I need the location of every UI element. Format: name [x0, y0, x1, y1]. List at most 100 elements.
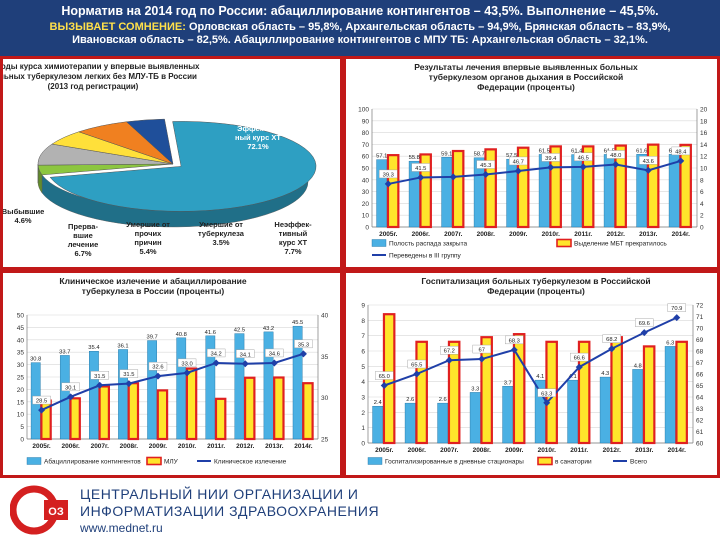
line-value-label: 39.3: [383, 172, 394, 178]
line-label-box: [509, 156, 528, 166]
y-tick-label: 80: [362, 130, 370, 137]
y2-tick-label: 25: [321, 437, 329, 444]
bar-value-label: 2.6: [439, 397, 447, 403]
legend-label: Полость распада закрыта: [389, 241, 468, 248]
line-value-label: 31.5: [123, 372, 134, 378]
line-value-label: 41.5: [415, 166, 426, 172]
bar-series-2: [581, 145, 595, 229]
bar-value-label: 4.3: [601, 371, 609, 377]
treatment-results-chart: Результаты лечения впервые выявленных бо…: [358, 62, 707, 260]
y-tick-label: 9: [361, 303, 365, 310]
x-tick-label: 2009г.: [505, 447, 524, 454]
pie-label: ный курс ХТ: [235, 133, 281, 142]
bar-series-1: [372, 405, 384, 444]
x-tick-label: 2007г.: [444, 231, 463, 238]
chart-title-line: туберкулеза в России (проценты): [82, 286, 225, 296]
line-value-label: 46.7: [513, 159, 524, 165]
line-point: [154, 372, 162, 380]
bar-value-label: 39.7: [146, 335, 157, 341]
hospitalization-chart: Госпитализация больных туберкулезом в Ро…: [361, 276, 704, 466]
bar-series-2: [577, 340, 591, 445]
bar-value-label: 43.2: [263, 326, 274, 332]
line-point: [96, 381, 104, 389]
line-label-box: [635, 318, 654, 327]
legend-swatch: [537, 456, 553, 466]
chart-title-line: туберкулезом органов дыхания в Российско…: [429, 72, 624, 82]
y-tick-label: 0: [365, 225, 369, 232]
bar-series-1: [205, 335, 216, 440]
bar-series-2: [516, 146, 530, 229]
legend-label: Переведены в III группу: [389, 253, 462, 260]
legend-swatch: [146, 456, 162, 466]
bar-value-label: 40.8: [176, 332, 187, 338]
bar-series-1: [506, 158, 518, 228]
x-tick-label: 2010г.: [538, 447, 557, 454]
line-point: [241, 360, 249, 368]
pie-value: 7.7%: [284, 247, 301, 256]
legend-label: в санатории: [555, 459, 592, 466]
bar-series-1: [404, 402, 416, 444]
line-value-label: 70.9: [671, 306, 682, 312]
x-tick-label: 2006г.: [61, 443, 80, 450]
hospitalization-panel: Госпитализация больных туберкулезом в Ро…: [343, 270, 720, 478]
line-value-label: 34.1: [240, 352, 251, 358]
bar-series-2: [127, 382, 140, 441]
x-tick-label: 2011г.: [574, 231, 592, 238]
y2-tick-label: 69: [696, 337, 704, 344]
y-tick-label: 15: [17, 399, 25, 406]
y-tick-label: 60: [362, 154, 370, 161]
bar-series-1: [176, 337, 187, 440]
y2-tick-label: 2: [700, 213, 704, 220]
bar-series-2: [69, 397, 81, 441]
line-point: [478, 355, 486, 363]
line-label-box: [570, 352, 589, 362]
y-tick-label: 7: [361, 333, 365, 340]
bar-series-2: [679, 143, 692, 229]
y2-tick-label: 4: [700, 201, 704, 208]
legend-label: Госпитализированные в дневные стационары: [385, 459, 524, 466]
pie-slice: [49, 121, 317, 212]
pie-label: лечение: [68, 240, 99, 249]
y-tick-label: 3: [361, 395, 365, 402]
bar-series-2: [675, 340, 688, 445]
y-tick-label: 35: [17, 350, 25, 357]
pie-label: Выбывшие: [3, 207, 44, 216]
bar-series-2: [642, 345, 656, 445]
logo-text: ОЗ: [48, 506, 64, 518]
y-tick-label: 0: [20, 437, 24, 444]
line-value-label: 48.0: [610, 153, 621, 159]
bar-value-label: 4.1: [569, 374, 577, 380]
pie-value: 3.5%: [212, 238, 229, 247]
line-label-box: [667, 303, 686, 312]
bar-series-1: [469, 392, 481, 444]
line-label-box: [119, 369, 139, 378]
bar-series-1: [234, 333, 245, 440]
abacillation-line: Ивановская область – 82,5%. Абациллирова…: [72, 34, 648, 46]
pie-label: Умершие от: [126, 220, 170, 229]
org-url[interactable]: www.mednet.ru: [80, 521, 163, 535]
bar-series-1: [664, 346, 676, 444]
line-value-label: 30.1: [65, 385, 76, 391]
x-tick-label: 2012г.: [607, 231, 626, 238]
x-tick-label: 2013г.: [635, 447, 654, 454]
pie-value: 4.6%: [14, 216, 31, 225]
line-value-label: 31.5: [94, 374, 105, 380]
line-label-box: [206, 348, 226, 358]
bar-value-label: 3.3: [471, 386, 479, 392]
bar-series-1: [263, 331, 274, 440]
line-label-box: [265, 348, 284, 358]
bar-series-1: [668, 154, 680, 228]
bar-series-1: [502, 386, 514, 444]
line-label-box: [505, 335, 524, 345]
pie-title-line: Исходы курса химиотерапии у впервые выяв…: [3, 62, 200, 71]
line-label-box: [32, 395, 51, 405]
pie-chart: Исходы курса химиотерапии у впервые выяв…: [3, 62, 317, 258]
bar-value-label: 36.1: [117, 343, 128, 349]
y2-tick-label: 71: [696, 314, 704, 321]
line-point: [183, 369, 191, 377]
y-tick-label: 45: [17, 325, 25, 332]
line-point: [449, 173, 457, 181]
legend-label: Выделение МБТ прекратилось: [574, 241, 667, 248]
institute-logo: ОЗ: [10, 485, 68, 535]
slide-header: Норматив на 2014 год по России: абацилли…: [0, 0, 720, 56]
